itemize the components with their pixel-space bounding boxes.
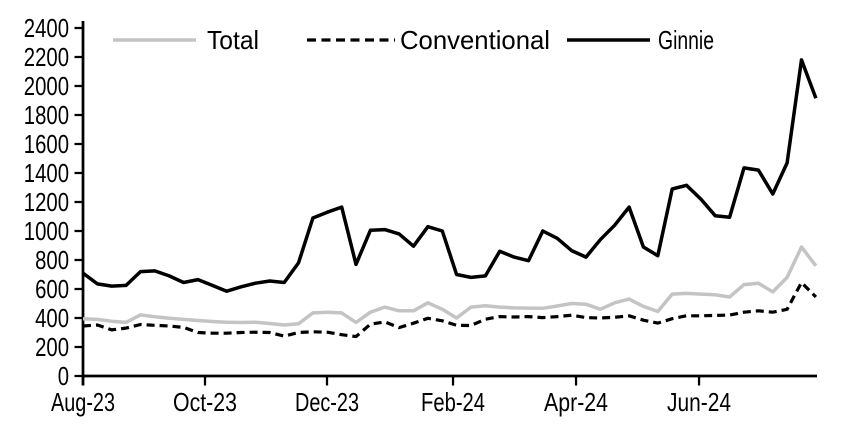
- y-tick-label: 600: [35, 274, 69, 304]
- y-tick-label: 2400: [24, 13, 69, 43]
- y-tick-label: 0: [58, 361, 69, 391]
- y-tick-label: 1400: [24, 158, 69, 188]
- x-tick-label: Aug-23: [51, 387, 115, 417]
- y-tick-label: 1200: [24, 187, 69, 217]
- x-tick-label: Oct-23: [173, 387, 237, 417]
- series-line-conventional: [82, 280, 818, 339]
- legend-label-ginnie: Ginnie: [658, 25, 714, 55]
- x-tick-label: Apr-24: [544, 387, 608, 417]
- axes: 0200400600800100012001400160018002000220…: [24, 13, 817, 417]
- x-tick-label: Feb-24: [421, 387, 485, 417]
- y-tick-label: 800: [35, 245, 69, 275]
- y-tick-label: 2200: [24, 42, 69, 72]
- y-tick-label: 1000: [24, 216, 69, 246]
- y-tick-label: 1800: [24, 100, 69, 130]
- x-tick-label: Dec-23: [295, 387, 359, 417]
- series-line-ginnie: [81, 58, 818, 293]
- legend-label-conventional: Conventional: [400, 25, 550, 55]
- series-lines: [81, 58, 818, 339]
- x-tick-label: Jun-24: [667, 387, 731, 417]
- y-tick-label: 2000: [24, 71, 69, 101]
- y-tick-label: 200: [35, 332, 69, 362]
- y-tick-label: 1600: [24, 129, 69, 159]
- legend-label-total: Total: [207, 25, 259, 55]
- y-tick-label: 400: [35, 303, 69, 333]
- legend: Total Conventional Ginnie: [113, 25, 714, 55]
- series-line-total: [82, 245, 818, 327]
